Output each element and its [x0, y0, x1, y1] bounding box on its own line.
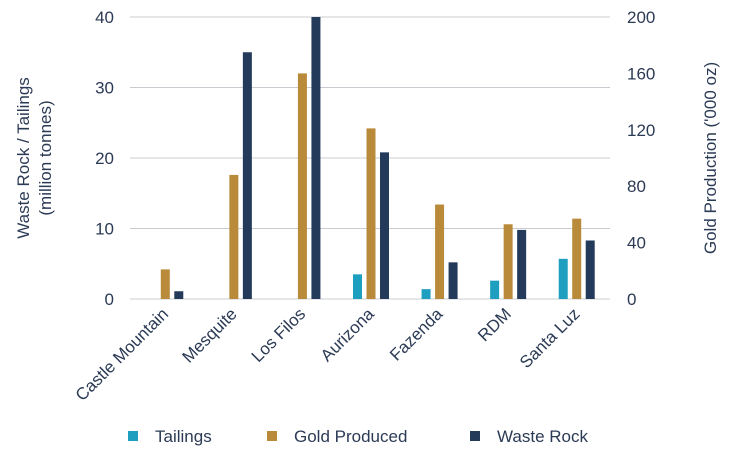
bar-waste-rock-santa-luz [585, 240, 595, 299]
x-tick-label: Aurizona [317, 304, 378, 365]
left-tick-label: 10 [95, 220, 114, 239]
x-tick-label: Castle Mountain [72, 304, 172, 404]
left-axis-title-line1: Waste Rock / Tailings [14, 77, 33, 239]
left-tick-label: 40 [95, 8, 114, 27]
bar-gold-produced-mesquite [229, 174, 239, 299]
right-tick-label: 200 [627, 8, 655, 27]
legend-label-tailings: Tailings [155, 427, 212, 446]
legend: Tailings Gold Produced Waste Rock [128, 427, 589, 446]
bar-tailings-rdm [490, 280, 500, 299]
x-tick-label: Mesquite [178, 304, 240, 366]
right-axis-ticks: 0 40 80 120 160 200 [627, 8, 655, 309]
x-tick-label: Santa Luz [516, 304, 584, 372]
bars [160, 17, 595, 300]
bar-gold-produced-santa-luz [572, 218, 582, 299]
x-tick-label: Fazenda [386, 304, 447, 365]
bar-waste-rock-aurizona [380, 152, 389, 299]
left-axis-ticks: 0 10 20 30 40 [95, 8, 114, 309]
bar-waste-rock-castle-mountain [174, 291, 184, 299]
bar-gold-produced-aurizona [366, 128, 376, 299]
bar-gold-produced-rdm [503, 224, 513, 299]
right-axis-title: Gold Production ('000 oz) [701, 62, 720, 254]
bar-waste-rock-los-filos [311, 17, 321, 299]
legend-label-waste-rock: Waste Rock [497, 427, 589, 446]
x-tick-label: RDM [474, 304, 515, 345]
right-tick-label: 40 [627, 234, 646, 253]
legend-swatch-gold-produced [267, 431, 277, 441]
left-axis-title-line2: (million tonnes) [36, 100, 55, 215]
x-tick-label: Los Filos [248, 304, 310, 366]
bar-waste-rock-fazenda [448, 262, 458, 299]
left-tick-label: 0 [105, 290, 114, 309]
legend-swatch-tailings [128, 431, 138, 441]
bar-tailings-santa-luz [558, 258, 568, 299]
right-tick-label: 0 [627, 290, 636, 309]
bar-waste-rock-mesquite [242, 52, 252, 299]
legend-label-gold-produced: Gold Produced [294, 427, 407, 446]
legend-swatch-waste-rock [470, 431, 480, 441]
bar-gold-produced-fazenda [435, 204, 445, 299]
left-axis-title: Waste Rock / Tailings (million tonnes) [14, 77, 55, 239]
left-tick-label: 20 [95, 149, 114, 168]
right-tick-label: 160 [627, 64, 655, 83]
bar-tailings-fazenda [421, 289, 431, 299]
right-tick-label: 80 [627, 177, 646, 196]
right-tick-label: 120 [627, 121, 655, 140]
left-tick-label: 30 [95, 79, 114, 98]
bar-gold-produced-los-filos [297, 73, 307, 300]
bar-tailings-aurizona [353, 274, 362, 299]
x-axis-tick-labels: Castle Mountain Mesquite Los Filos Aurizona… [72, 304, 584, 405]
bar-gold-produced-castle-mountain [160, 269, 170, 299]
bar-waste-rock-rdm [517, 229, 527, 299]
